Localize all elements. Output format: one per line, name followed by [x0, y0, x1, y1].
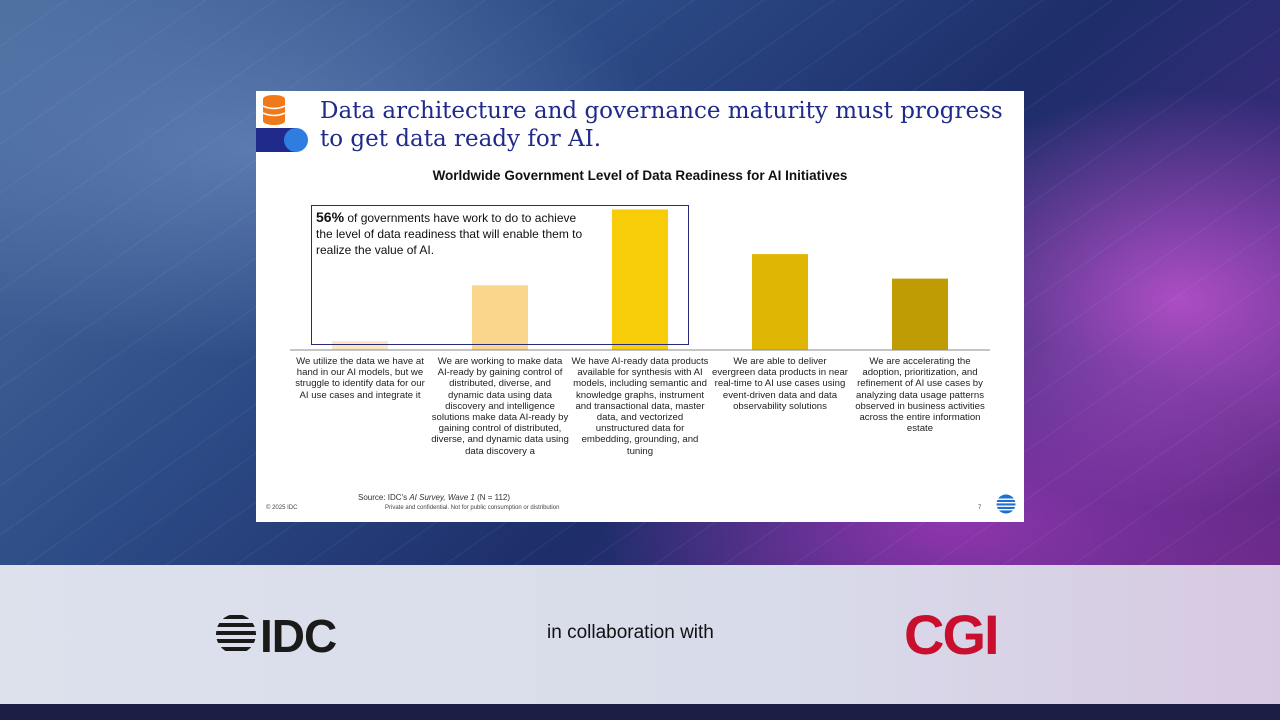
footer-bar	[0, 565, 1280, 704]
category-label-2: We are working to make data AI-ready by …	[431, 356, 569, 457]
idc-logo-text: IDC	[260, 610, 337, 662]
chart-title: Worldwide Government Level of Data Readi…	[432, 168, 848, 183]
source-italic: AI Survey, Wave 1	[409, 493, 475, 502]
callout-percent: 56%	[316, 209, 345, 225]
category-label-1: We utilize the data we have at hand in o…	[295, 356, 425, 401]
callout-box	[311, 205, 689, 345]
copyright: © 2025 IDC	[266, 505, 298, 511]
idc-globe-icon	[996, 494, 1016, 514]
category-label-3: We have AI-ready data products available…	[571, 356, 709, 457]
source-prefix: Source: IDC's	[358, 493, 410, 502]
slide-title: Data architecture and governance maturit…	[320, 98, 1003, 152]
collaboration-text: in collaboration with	[547, 622, 714, 643]
slide: Data architecture and governance maturit…	[256, 91, 1024, 522]
bar-3	[612, 209, 668, 350]
bar-5	[892, 278, 948, 350]
idc-globe-logo-icon	[216, 615, 256, 651]
callout-body: of governments have work to do to achiev…	[316, 211, 583, 257]
bar-chart	[290, 209, 990, 351]
database-icon	[262, 95, 286, 125]
private-note: Private and confidential. Not for public…	[385, 505, 560, 511]
accent-bar-icon	[256, 128, 308, 152]
category-label-4: We are able to deliver evergreen data pr…	[712, 356, 848, 412]
cgi-logo: CGI	[904, 603, 1000, 666]
callout-text: 56% of governments have work to do to ac…	[316, 209, 596, 258]
bar-4	[752, 254, 808, 350]
category-label-5: We are accelerating the adoption, priori…	[855, 356, 985, 435]
footer-bottom-strip	[0, 704, 1280, 720]
page-number: 7	[978, 505, 982, 511]
bar-2	[472, 285, 528, 350]
source-suffix: (N = 112)	[474, 493, 511, 502]
bar-1	[332, 341, 388, 350]
source-note: Source: IDC's AI Survey, Wave 1 (N = 112…	[358, 493, 510, 502]
